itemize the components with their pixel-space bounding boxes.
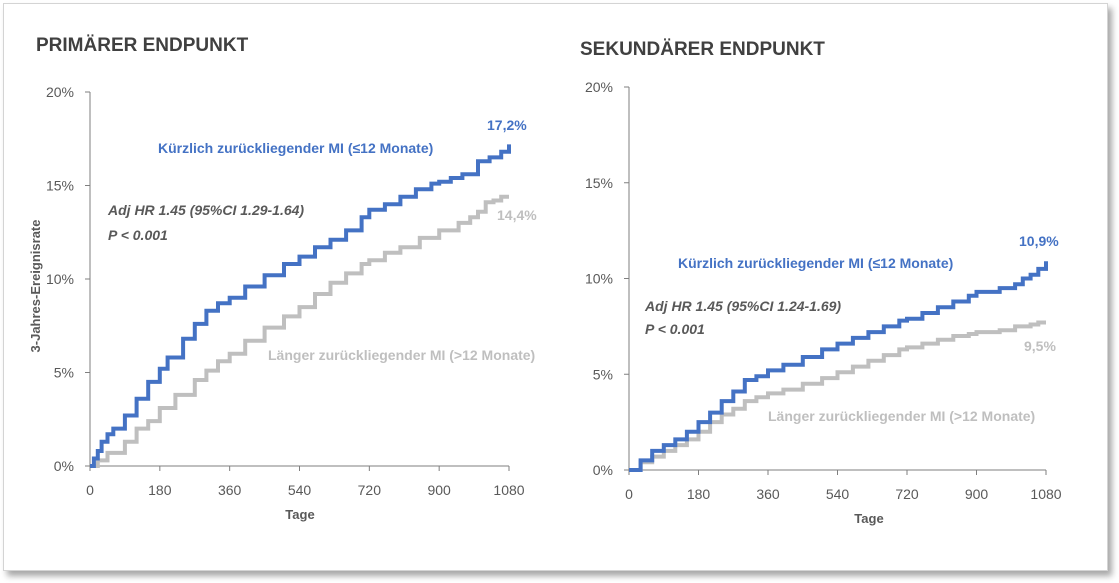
p-value-text-primary: P < 0.001 — [108, 227, 168, 243]
y-tick-label: 20% — [46, 84, 74, 100]
hazard-ratio-text-primary: Adj HR 1.45 (95%CI 1.29-1.64) — [107, 202, 304, 218]
y-tick-label: 15% — [46, 178, 74, 194]
y-tick-label: 10% — [585, 271, 613, 287]
y-tick-label: 5% — [593, 366, 613, 382]
figure-frame — [3, 3, 1108, 571]
series-line-recent-primary — [90, 144, 511, 468]
x-tick-label: 1080 — [1030, 486, 1061, 502]
y-axis-title-primary: 3-Jahres-Ereignisrate — [28, 220, 43, 353]
x-tick-label: 720 — [358, 482, 382, 498]
x-tick-label: 180 — [148, 482, 172, 498]
y-tick-label: 0% — [593, 462, 613, 478]
y-tick-label: 0% — [54, 458, 74, 474]
x-tick-label: 720 — [895, 486, 919, 502]
end-label-recent-secondary: 10,9% — [1019, 233, 1059, 249]
end-label-longer-primary: 14,4% — [497, 207, 537, 223]
series-label-recent-primary: Kürzlich zurückliegender MI (≤12 Monate) — [158, 140, 433, 156]
x-tick-label: 1080 — [493, 482, 524, 498]
end-label-longer-secondary: 9,5% — [1024, 338, 1056, 354]
series-label-longer-secondary: Länger zurückliegender MI (>12 Monate) — [768, 408, 1035, 424]
y-tick-label: 15% — [585, 175, 613, 191]
x-tick-label: 900 — [427, 482, 451, 498]
x-tick-label: 900 — [965, 486, 989, 502]
x-tick-label: 0 — [86, 482, 94, 498]
y-tick-label: 5% — [54, 365, 74, 381]
x-tick-label: 0 — [625, 486, 633, 502]
end-label-recent-primary: 17,2% — [487, 117, 527, 133]
y-tick-label: 10% — [46, 271, 74, 287]
panel-title-secondary: SEKUNDÄRER ENDPUNKT — [580, 39, 825, 60]
series-line-longer-primary — [90, 194, 509, 468]
axes-primary: 0% 5% 10% 15% 20% 0 180 360 540 720 900 1080 — [46, 84, 525, 498]
p-value-text-secondary: P < 0.001 — [645, 321, 705, 337]
x-tick-label: 180 — [687, 486, 711, 502]
x-tick-label: 360 — [218, 482, 242, 498]
series-label-longer-primary: Länger zurückliegender MI (>12 Monate) — [268, 347, 535, 363]
x-axis-title-secondary: Tage — [854, 511, 883, 526]
series-line-recent-secondary — [629, 261, 1048, 472]
primary-endpoint-panel: PRIMÄRER ENDPUNKT 3-Jahres-Ereignisrate … — [28, 35, 537, 522]
curves-primary — [90, 144, 511, 468]
x-tick-label: 360 — [756, 486, 780, 502]
hazard-ratio-text-secondary: Adj HR 1.45 (95%CI 1.24-1.69) — [644, 298, 841, 314]
x-tick-label: 540 — [826, 486, 850, 502]
secondary-endpoint-panel: SEKUNDÄRER ENDPUNKT Tage Adj HR 1.45 (95… — [580, 39, 1062, 526]
x-tick-label: 540 — [288, 482, 312, 498]
series-label-recent-secondary: Kürzlich zurückliegender MI (≤12 Monate) — [678, 255, 953, 271]
panel-title-primary: PRIMÄRER ENDPUNKT — [36, 35, 249, 56]
y-tick-label: 20% — [585, 79, 613, 95]
curves-secondary — [629, 261, 1048, 472]
axes-secondary: 0% 5% 10% 15% 20% 0 180 360 540 720 900 1080 — [585, 79, 1062, 502]
x-axis-title-primary: Tage — [285, 507, 314, 522]
